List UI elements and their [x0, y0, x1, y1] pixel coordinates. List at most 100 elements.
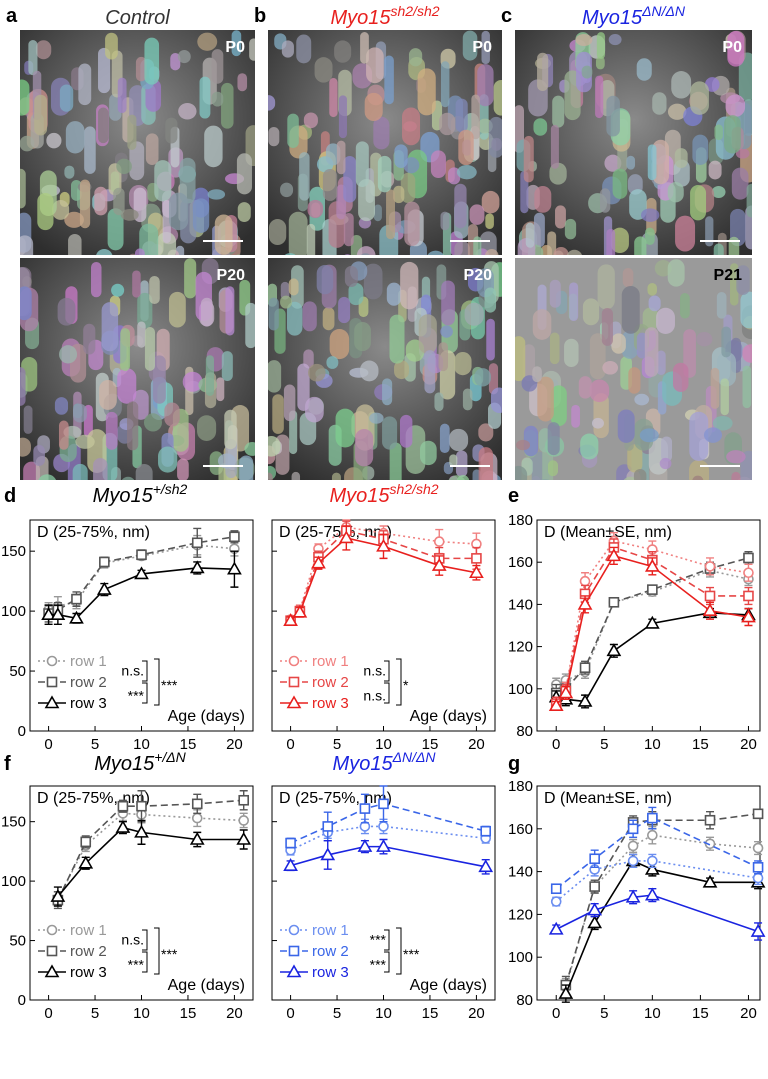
- stereocilium: [537, 376, 554, 422]
- stereocilium: [72, 403, 87, 423]
- stereocilium: [705, 77, 720, 92]
- y-tick-label: 50: [9, 933, 26, 950]
- stereocilium: [38, 474, 57, 480]
- stereocilium: [455, 98, 468, 133]
- series: [283, 838, 494, 875]
- sem-image: P20: [20, 258, 255, 480]
- stereocilium: [116, 158, 132, 175]
- stereocilium: [490, 387, 502, 414]
- stereocilium: [359, 360, 379, 382]
- stereocilium: [448, 475, 465, 480]
- series: [41, 550, 242, 626]
- stereocilium: [59, 345, 78, 364]
- stereocilium: [394, 144, 408, 168]
- y-tick-label: 140: [508, 596, 533, 613]
- stereocilium: [703, 427, 723, 443]
- stereocilium: [656, 307, 675, 335]
- title-base: Myo15: [94, 753, 155, 775]
- x-tick-label: 0: [44, 736, 52, 753]
- stereocilium: [742, 344, 752, 363]
- stereocilium: [654, 259, 672, 277]
- stereocilium: [731, 167, 749, 200]
- sem-texture: [268, 261, 502, 480]
- sem-texture: [20, 30, 255, 255]
- marker: [71, 593, 82, 605]
- stereocilium: [652, 92, 667, 115]
- stereocilium: [355, 428, 374, 467]
- marker: [478, 859, 494, 873]
- y-tick-label: 150: [1, 543, 26, 560]
- marker: [627, 840, 639, 852]
- marker: [587, 915, 603, 929]
- stereocilium: [91, 261, 102, 298]
- stereocilium: [192, 198, 210, 233]
- legend-label: row 3: [70, 964, 107, 981]
- stereocilium: [522, 344, 536, 382]
- stereocilium: [303, 112, 318, 129]
- stereocilium: [179, 157, 196, 204]
- stereocilium: [64, 211, 84, 228]
- stereocilium: [634, 236, 647, 255]
- stereocilium: [211, 49, 224, 84]
- stereocilium: [564, 338, 579, 367]
- stereocilium: [621, 285, 640, 334]
- stereocilium: [272, 394, 284, 434]
- significance: ***: [370, 932, 387, 948]
- stereocilium: [64, 165, 75, 179]
- stage-label: P0: [472, 39, 492, 56]
- stereocilium: [602, 361, 619, 375]
- stereocilium: [672, 362, 689, 392]
- series: [548, 887, 766, 941]
- stereocilium: [20, 235, 34, 255]
- marker: [283, 613, 298, 627]
- legend-label: row 2: [70, 943, 107, 960]
- x-tick-label: 15: [422, 1005, 439, 1022]
- stereocilium: [393, 185, 405, 204]
- stereocilium: [645, 227, 655, 245]
- stereocilium: [438, 342, 448, 372]
- marker: [50, 607, 66, 621]
- stage-label: P20: [217, 267, 246, 284]
- x-tick-label: 15: [180, 1005, 197, 1022]
- series: [560, 808, 764, 995]
- marker: [46, 676, 58, 688]
- stereocilium: [280, 281, 290, 300]
- panel-letter: d: [4, 485, 16, 507]
- stereocilium: [113, 187, 125, 216]
- stereocilium: [33, 445, 45, 466]
- marker: [378, 798, 389, 810]
- marker: [587, 902, 603, 916]
- y-tick-label: 180: [508, 778, 533, 795]
- x-tick-label: 15: [692, 736, 709, 753]
- x-tick-label: 10: [375, 736, 392, 753]
- stereocilium: [153, 355, 166, 404]
- marker: [191, 812, 203, 824]
- stereocilium: [533, 118, 548, 136]
- marker: [376, 538, 391, 552]
- marker: [750, 923, 766, 937]
- stereocilium: [200, 297, 213, 327]
- stereocilium: [571, 404, 580, 428]
- stereocilium: [713, 243, 724, 255]
- stereocilium: [532, 366, 542, 383]
- title-base: Myo15: [93, 485, 154, 507]
- stereocilium: [626, 155, 636, 170]
- marker: [136, 800, 147, 812]
- marker: [579, 662, 591, 674]
- stereocilium: [689, 411, 709, 461]
- stereocilium: [144, 327, 155, 371]
- stereocilium: [204, 125, 223, 168]
- y-axis-label: D (25-75%, nm): [37, 790, 150, 807]
- stereocilium: [523, 135, 534, 183]
- stereocilium: [158, 446, 178, 473]
- marker: [644, 861, 660, 875]
- stereocilium: [578, 376, 592, 399]
- x-axis-label: Age (days): [410, 977, 487, 994]
- stereocilium: [746, 183, 752, 218]
- title-sup: ΔN/ΔN: [641, 3, 686, 19]
- stereocilium: [268, 436, 281, 457]
- stereocilium: [485, 249, 499, 255]
- stereocilium: [549, 332, 560, 365]
- stereocilium: [268, 360, 282, 393]
